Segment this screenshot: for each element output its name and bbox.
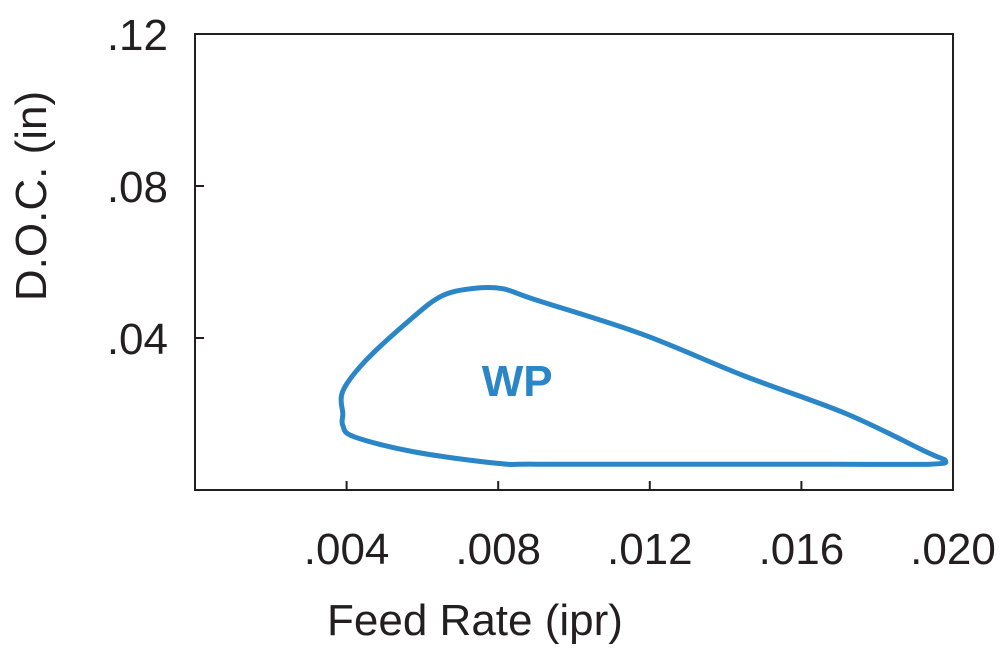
x-axis-ticks: .004 .008 .012 .016 .020 <box>304 481 996 574</box>
region-boundary-wp <box>338 284 949 467</box>
x-tick-label: .020 <box>910 525 996 574</box>
y-axis-ticks: .04 .08 .12 <box>107 11 204 364</box>
region-label-wp: WP <box>482 357 553 406</box>
operating-regions: WP <box>338 284 949 467</box>
x-tick-label: .004 <box>304 525 390 574</box>
x-tick-label: .012 <box>607 525 693 574</box>
y-tick-label: .04 <box>107 315 168 364</box>
y-axis-label: D.O.C. (in) <box>7 91 56 301</box>
plot-frame <box>194 33 954 491</box>
x-tick-label: .008 <box>455 525 541 574</box>
x-axis-label: Feed Rate (ipr) <box>327 596 623 645</box>
y-tick-label: .12 <box>107 11 168 60</box>
x-tick-label: .016 <box>759 525 845 574</box>
y-tick-label: .08 <box>107 163 168 212</box>
